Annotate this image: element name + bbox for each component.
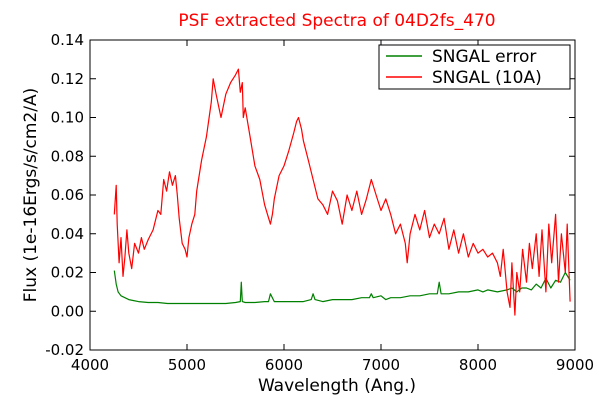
x-tick-label: 5000 (168, 356, 206, 374)
x-tick-label: 6000 (265, 356, 303, 374)
x-tick-label: 8000 (459, 356, 497, 374)
y-tick-label: 0.02 (51, 264, 84, 282)
legend: SNGAL error SNGAL (10A) (378, 44, 571, 90)
series-line-sngal-10a (113, 68, 571, 316)
axis-ticks: 4000 5000 6000 7000 8000 9000 -0.02 0.00 0.02 0.0… (45, 31, 594, 374)
y-tick-label: 0.14 (51, 31, 84, 49)
x-tick-label: 7000 (362, 356, 400, 374)
x-tick-label: 4000 (71, 356, 109, 374)
chart-title: PSF extracted Spectra of 04D2fs_470 (178, 11, 495, 31)
plot-area (90, 40, 575, 350)
series-layer (113, 68, 571, 316)
series-line-sngal-error (113, 270, 571, 305)
y-tick-label: 0.12 (51, 70, 84, 88)
y-tick-label: -0.02 (45, 341, 84, 359)
x-axis-label: Wavelength (Ang.) (258, 376, 416, 396)
x-tick-label: 9000 (556, 356, 594, 374)
y-tick-label: 0.06 (51, 186, 84, 204)
plot-frame (89, 39, 576, 351)
legend-label-sngal: SNGAL (10A) (432, 68, 542, 88)
y-tick-label: 0.04 (51, 225, 84, 243)
y-tick-label: 0.00 (51, 302, 84, 320)
y-tick-label: 0.08 (51, 147, 84, 165)
y-axis-label: Flux (1e-16Ergs/s/cm2/A) (21, 88, 41, 303)
legend-label-error: SNGAL error (432, 47, 536, 67)
legend-frame (378, 44, 571, 90)
y-tick-label: 0.10 (51, 109, 84, 127)
